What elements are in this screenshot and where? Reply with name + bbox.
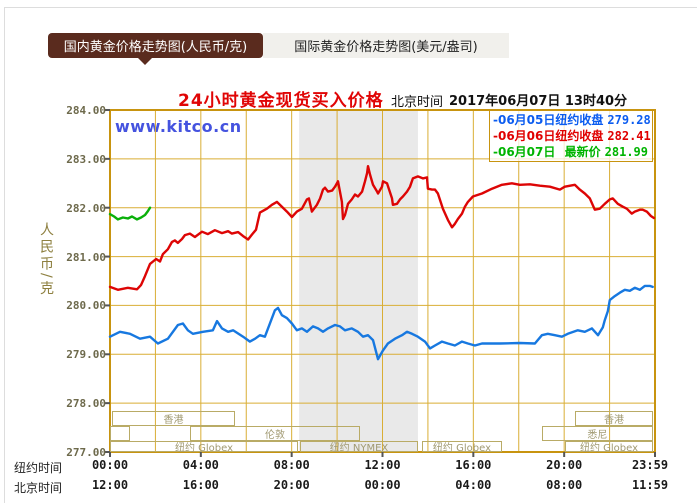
market-session-香港: 香港: [575, 411, 653, 426]
legend-row-0: -06月05日 纽约收盘 279.28: [493, 113, 651, 127]
x-tick-ny: 04:00: [182, 458, 219, 472]
x-tick-ny: 08:00: [273, 458, 310, 472]
kitco-watermark: www.kitco.cn: [115, 117, 242, 136]
market-session-伦敦: 伦敦: [189, 426, 360, 441]
market-session-纽约 Globex: 纽约 Globex: [565, 441, 653, 454]
left-divider: [4, 7, 5, 503]
tab-domestic-label: 国内黄金价格走势图(人民币/克): [63, 40, 248, 55]
y-axis-tick-label: 284.00: [66, 104, 106, 117]
price-line-series-2: [108, 206, 152, 221]
y-axis-unit-label: 人民币/克: [38, 222, 54, 298]
y-axis-tick-label: 277.00: [66, 446, 106, 459]
y-axis-tick-label: 280.00: [66, 299, 106, 313]
nymex-session-band: [299, 110, 418, 452]
x-axis-ny-time-label: 纽约时间: [14, 461, 63, 475]
price-line-series-0: [108, 284, 654, 361]
y-axis-tick-label: 278.00: [66, 397, 106, 411]
x-tick-ny: 20:00: [546, 458, 583, 472]
x-tick-ny: 12:00: [364, 458, 401, 472]
chart-datetime: 2017年06月07日 13时40分: [449, 94, 628, 109]
chart-title: 24小时黄金现货买入价格: [178, 91, 384, 111]
active-tab-pointer-icon: [138, 58, 152, 65]
x-tick-beijing: 11:59: [631, 478, 669, 492]
x-tick-beijing: 12:00: [91, 478, 129, 492]
market-session-香港: 香港: [112, 411, 235, 426]
timezone-label: 北京时间: [391, 95, 444, 110]
x-tick-ny: 23:59: [631, 458, 669, 472]
market-session-stub: [110, 426, 130, 441]
tab-domestic-gold-chart[interactable]: 国内黄金价格走势图(人民币/克): [48, 33, 263, 58]
price-line-series-1: [108, 164, 656, 291]
legend: -06月05日 纽约收盘 279.28 -06月06日 纽约收盘 282.41 -06月07…: [489, 110, 653, 162]
market-session-纽约 Globex: 纽约 Globex: [422, 441, 502, 454]
legend-row-1: -06月06日 纽约收盘 282.41: [493, 129, 651, 143]
y-axis-tick-label: 281.00: [66, 250, 106, 264]
market-session-悉尼: 悉尼: [541, 426, 653, 441]
x-tick-beijing: 16:00: [182, 478, 219, 492]
y-axis-tick-label: 283.00: [66, 152, 106, 166]
x-tick-beijing: 00:00: [364, 478, 401, 492]
x-axis-beijing-time-label: 北京时间: [14, 481, 63, 495]
top-divider: [4, 7, 697, 8]
y-axis-tick-label: 282.00: [66, 201, 106, 215]
tab-international-gold-chart[interactable]: 国际黄金价格走势图(美元/盎司): [263, 33, 509, 58]
x-tick-ny: 00:00: [91, 458, 129, 472]
market-session-纽约 Globex: 纽约 Globex: [110, 441, 299, 454]
x-tick-ny: 16:00: [455, 458, 492, 472]
x-tick-beijing: 08:00: [546, 478, 583, 492]
tab-international-label: 国际黄金价格走势图(美元/盎司): [294, 40, 478, 55]
y-axis-tick-label: 279.00: [66, 348, 106, 362]
legend-row-2: -06月07日 最新价 281.99: [493, 145, 648, 159]
x-tick-beijing: 04:00: [455, 478, 492, 492]
market-session-纽约 NYMEX: 纽约 NYMEX: [300, 441, 418, 454]
x-tick-beijing: 20:00: [273, 478, 310, 492]
